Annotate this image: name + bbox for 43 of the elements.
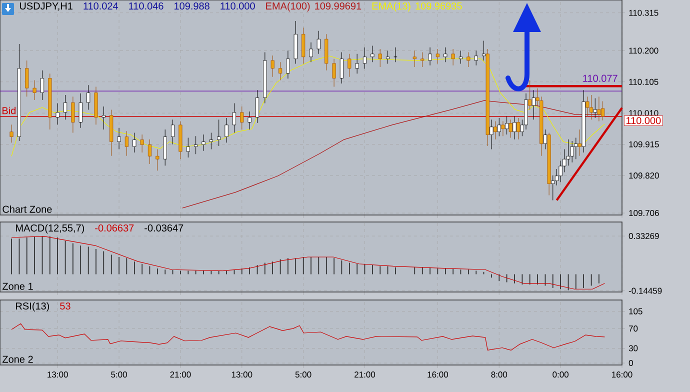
annotation: Chart Zone [2,205,52,213]
y-tick-label: 30 [628,345,638,352]
ref-line-label: 110.077 [583,74,618,82]
x-tick-label: 0:00 [552,372,569,378]
annotation: 110.000 [220,2,255,10]
y-tick-label: 109.706 [629,210,659,216]
annotation: 53 [60,302,70,310]
annotation: -0.06637 [95,224,134,232]
y-tick-label: 70 [628,326,638,332]
x-tick-label: 21:00 [170,372,191,378]
y-tick-label: 110.105 [629,78,658,85]
y-tick-label: 109.915 [629,141,659,148]
y-tick-label: -0.14459 [628,288,662,294]
y-tick-label: 110.010 [629,110,658,116]
y-tick-label: 0.33269 [628,233,659,240]
y-tick-label: 110.315 [629,10,658,16]
chart-title: MACD(12,55,7) [16,224,84,234]
x-tick-label: 8:00 [491,372,508,378]
chart-title: RSI(13) [16,302,50,312]
y-tick-label: 0 [628,360,633,366]
annotation: 110.024 [84,2,118,10]
annotation: Zone 1 [2,282,33,290]
annotation: -0.03647 [144,224,184,232]
chart-title: USDJPY,H1 [20,2,72,11]
x-tick-label: 16:00 [612,372,632,378]
text: EMA(13) [372,2,410,12]
annotation: 109.988 [174,2,210,10]
x-tick-label: 5:00 [111,372,127,378]
x-tick-label: 16:00 [428,372,448,378]
annotation: Bid [2,106,16,114]
annotation: 109.96935 [416,2,462,10]
annotation: 110.046 [129,2,164,10]
text: EMA(100) [266,2,310,12]
x-tick-label: 5:00 [295,372,312,378]
x-tick-label: 13:00 [48,372,68,378]
y-tick-label: 105 [629,308,642,314]
annotation: Zone 2 [2,356,33,363]
x-tick-label: 13:00 [232,372,252,378]
x-tick-label: 21:00 [354,372,376,378]
ref-line-label: 110.000 [626,117,661,124]
y-tick-label: 110.200 [629,48,658,54]
y-tick-label: 109.820 [629,172,659,179]
annotation: 109.99691 [315,2,362,10]
